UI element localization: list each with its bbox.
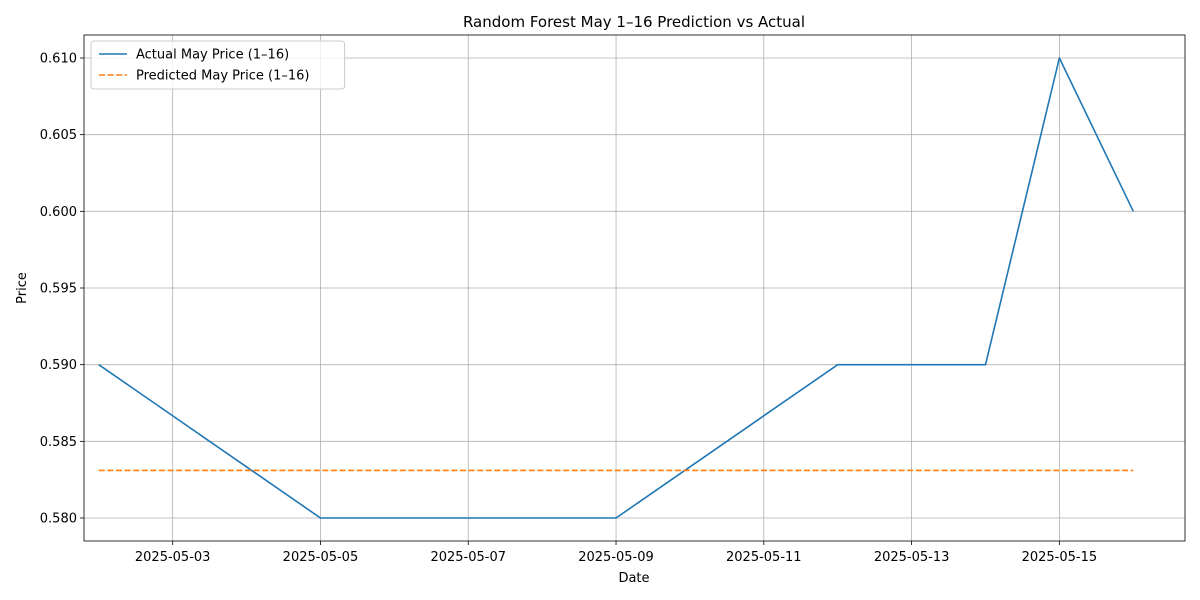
x-tick-label: 2025-05-07 bbox=[430, 550, 506, 565]
actual-price-line bbox=[98, 57, 1135, 519]
y-tick-label: 0.580 bbox=[40, 512, 77, 527]
series-group bbox=[98, 57, 1135, 519]
y-tick-label: 0.605 bbox=[40, 128, 77, 143]
y-tick-label: 0.600 bbox=[40, 205, 77, 220]
y-tick-label: 0.590 bbox=[40, 358, 77, 373]
y-tick-label: 0.595 bbox=[40, 282, 77, 297]
chart-title: Random Forest May 1–16 Prediction vs Act… bbox=[463, 13, 805, 31]
legend-label: Predicted May Price (1–16) bbox=[136, 69, 309, 84]
x-tick-label: 2025-05-11 bbox=[726, 550, 802, 565]
grid bbox=[84, 35, 1185, 541]
legend-label: Actual May Price (1–16) bbox=[136, 48, 289, 63]
x-tick-label: 2025-05-05 bbox=[283, 550, 359, 565]
x-axis-ticks: 2025-05-03 2025-05-05 2025-05-07 2025-05-09… bbox=[135, 541, 1097, 565]
x-tick-label: 2025-05-13 bbox=[874, 550, 950, 565]
x-tick-label: 2025-05-03 bbox=[135, 550, 211, 565]
legend: Actual May Price (1–16) Predicted May Pri… bbox=[90, 40, 346, 90]
legend-box bbox=[90, 40, 346, 90]
x-axis-title: Date bbox=[618, 571, 649, 586]
y-axis-title: Price bbox=[15, 272, 30, 304]
x-tick-label: 2025-05-09 bbox=[578, 550, 654, 565]
y-axis-ticks: 0.580 0.585 0.590 0.595 0.600 0.605 0.610 bbox=[40, 52, 84, 527]
y-tick-label: 0.610 bbox=[40, 52, 77, 67]
x-tick-label: 2025-05-15 bbox=[1022, 550, 1098, 565]
y-tick-label: 0.585 bbox=[40, 435, 77, 450]
